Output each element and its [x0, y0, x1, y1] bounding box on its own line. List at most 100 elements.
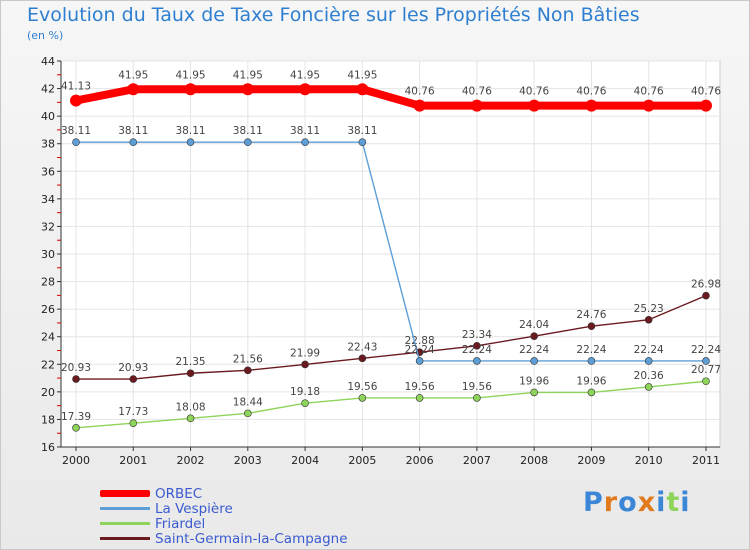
x-tick-label: 2010 [635, 454, 663, 467]
data-label: 22.24 [519, 344, 549, 356]
data-point [186, 138, 195, 146]
data-point [702, 291, 710, 300]
unit-label: (en %) [27, 29, 64, 42]
data-point [470, 99, 483, 112]
data-label: 41.95 [347, 69, 377, 81]
data-label: 24.04 [519, 319, 549, 331]
legend-swatch-orbec [100, 490, 150, 497]
legend-swatch-saint-germain [100, 537, 150, 540]
x-tick-label: 2011 [692, 454, 720, 467]
legend-item-la-vespiere[interactable]: La Vespière [100, 500, 348, 517]
y-tick-label: 38 [41, 138, 55, 151]
data-label: 20.77 [691, 364, 721, 376]
data-point [186, 369, 195, 378]
data-point [473, 342, 481, 350]
data-point [644, 357, 653, 365]
data-label: 22.24 [405, 344, 435, 356]
data-point [699, 99, 712, 112]
data-label: 38.11 [176, 125, 206, 137]
data-label: 40.76 [462, 86, 492, 98]
legend-item-saint-germain[interactable]: Saint-Germain-la-Campagne [100, 530, 348, 547]
data-label: 19.96 [576, 375, 606, 387]
x-tick-label: 2008 [520, 454, 548, 467]
data-point [299, 83, 312, 96]
data-point [301, 360, 309, 369]
y-tick-label: 24 [41, 331, 55, 344]
x-tick-label: 2001 [119, 454, 147, 467]
data-point [587, 357, 596, 365]
data-point [184, 83, 197, 96]
data-label: 38.11 [233, 125, 263, 137]
data-point [129, 375, 138, 383]
data-point [644, 315, 653, 324]
data-label: 19.18 [290, 386, 320, 398]
data-label: 19.96 [519, 375, 549, 387]
data-label: 41.95 [233, 69, 263, 81]
data-point [587, 322, 596, 331]
data-point [241, 83, 254, 96]
legend-label: ORBEC [155, 485, 203, 502]
legend: ORBEC La Vespière Friardel Saint-Germain… [100, 485, 348, 547]
x-tick-label: 2000 [62, 454, 90, 467]
data-label: 17.73 [118, 406, 148, 418]
data-point [585, 99, 598, 112]
data-label: 22.24 [462, 344, 492, 356]
data-label: 23.34 [462, 329, 492, 341]
data-label: 38.11 [118, 125, 148, 137]
legend-swatch-friardel [100, 522, 150, 525]
data-point [702, 357, 710, 365]
data-point [244, 366, 252, 375]
data-point [356, 83, 369, 96]
data-label: 22.24 [576, 344, 606, 356]
legend-label: La Vespière [155, 500, 233, 517]
y-tick-label: 30 [41, 248, 55, 261]
data-label: 19.56 [405, 381, 435, 393]
data-label: 40.76 [691, 86, 721, 98]
x-tick-label: 2002 [177, 454, 205, 467]
x-tick-label: 2005 [348, 454, 376, 467]
data-label: 21.56 [233, 353, 263, 365]
y-tick-label: 26 [41, 303, 55, 316]
data-label: 22.24 [691, 344, 721, 356]
data-point [528, 99, 541, 112]
y-tick-label: 44 [41, 55, 55, 68]
data-point [186, 414, 195, 423]
legend-item-friardel[interactable]: Friardel [100, 516, 348, 532]
data-label: 18.44 [233, 396, 263, 408]
legend-label: Saint-Germain-la-Campagne [155, 530, 348, 547]
y-tick-label: 40 [41, 110, 55, 123]
data-label: 20.36 [634, 370, 664, 382]
data-label: 38.11 [347, 125, 377, 137]
data-label: 19.56 [462, 381, 492, 393]
y-tick-label: 34 [41, 193, 55, 206]
data-point [358, 394, 367, 402]
data-label: 40.76 [634, 86, 664, 98]
data-point [415, 357, 424, 365]
y-tick-label: 22 [41, 358, 55, 371]
data-label: 22.24 [634, 344, 664, 356]
data-point [702, 377, 710, 386]
data-label: 40.76 [576, 86, 606, 98]
data-label: 22.88 [405, 335, 435, 347]
line-chart: 16 18 20 22 24 26 28 30 32 34 36 38 40 42 44 2000 2001 20… [41, 55, 721, 467]
y-tick-label: 20 [41, 386, 55, 399]
data-point [129, 419, 138, 427]
data-label: 22.43 [347, 341, 377, 353]
data-point [358, 138, 367, 146]
data-point [70, 94, 82, 107]
data-point [644, 383, 653, 391]
x-tick-label: 2007 [463, 454, 491, 467]
data-point [244, 409, 252, 418]
data-label: 24.76 [576, 309, 606, 321]
data-label: 25.23 [634, 303, 664, 315]
data-point [72, 138, 80, 146]
data-point [473, 394, 481, 402]
legend-swatch-la-vespiere [100, 507, 150, 510]
data-label: 21.35 [176, 356, 206, 368]
legend-item-orbec[interactable]: ORBEC [100, 485, 348, 502]
data-point [129, 138, 138, 146]
data-label: 38.11 [61, 125, 91, 137]
data-label: 17.39 [61, 411, 91, 423]
series-line [72, 85, 710, 110]
y-tick-label: 42 [41, 83, 55, 96]
